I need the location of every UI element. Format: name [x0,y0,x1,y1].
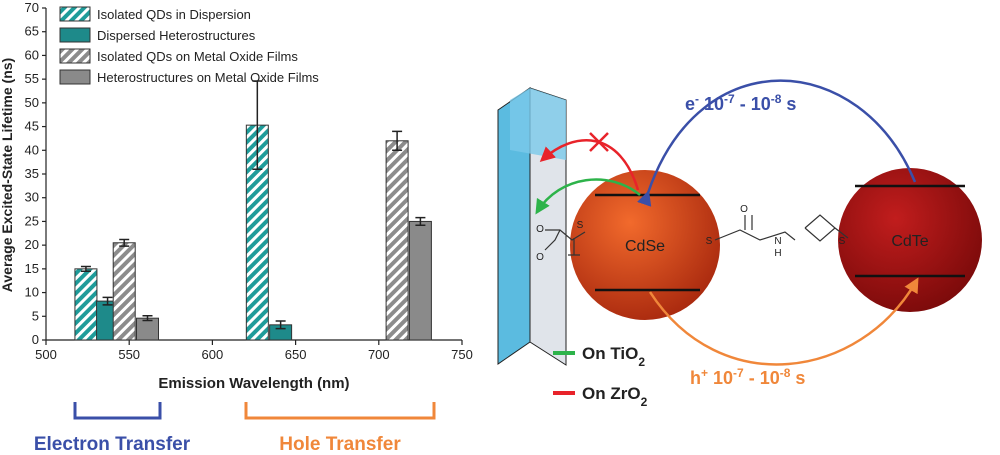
error-bar [119,238,130,247]
text-part: - 10 [735,94,771,114]
y-tick-label: 25 [25,213,39,228]
y-tick-label: 35 [25,166,39,181]
bracket [244,402,436,420]
legend-label: Isolated QDs on Metal Oxide Films [97,49,298,64]
y-axis-label: Average Excited-State Lifetime (ns) [0,58,15,292]
y-tick-label: 20 [25,237,39,252]
text-part: s [790,368,805,388]
bar [408,220,432,341]
text-part: -7 [724,92,735,106]
cdse-dot [570,170,720,320]
dot-label: CdSe [625,238,665,255]
film-top [510,88,566,160]
text-part: - 10 [744,368,780,388]
legend-swatch [59,27,91,43]
annotation: Hole Transfer [279,434,401,455]
bar [74,268,98,341]
y-tick-label: 10 [25,285,39,300]
text-part: 10 [699,94,724,114]
bar [385,140,409,341]
bar [136,317,160,341]
bar [112,242,136,341]
legend-label: Isolated QDs in Dispersion [97,7,251,22]
diagram [497,79,982,395]
y-tick-label: 50 [25,95,39,110]
y-tick-label: 5 [32,308,39,323]
text-part: h [690,368,701,388]
blocked [589,132,609,152]
text-part: + [701,366,708,380]
error-bar [252,80,263,171]
atom-label: N [774,236,781,247]
x-tick-label: 500 [35,347,57,362]
error-bar [80,265,91,272]
text-part: 2 [641,395,648,409]
hole-rate: h+ 10-7 - 10-8 s [690,366,805,388]
y-tick-label: 65 [25,24,39,39]
y-tick-label: 45 [25,119,39,134]
tio2-arrow [535,178,641,215]
y-tick-label: 55 [25,71,39,86]
legend-swatch [59,6,91,22]
atom-label: O [536,252,544,263]
electron-arrow [637,79,917,207]
text-part: 2 [638,355,645,369]
y-tick-label: 0 [32,332,39,347]
atom-label: O [536,224,544,235]
text-part: -8 [780,366,791,380]
legend-swatch [59,69,91,85]
atom-label: O [740,204,748,215]
error-bar [275,320,286,330]
x-tick-label: 550 [118,347,140,362]
x-tick-label: 600 [202,347,224,362]
text-part: -7 [733,366,744,380]
hole-arrow [648,277,919,366]
text-part: On TiO [582,344,638,363]
annotation: Electron Transfer [34,434,191,455]
error-bar [392,130,403,152]
error-bar [102,296,113,306]
atom-label: S [706,236,713,247]
atoms: S O O S O NH S [536,204,846,263]
text-part: s [781,94,796,114]
zro2-arrow [539,139,640,191]
text-part: e [685,94,695,114]
y-tick-label: 70 [25,0,39,15]
error-bar [415,216,426,226]
linker [544,214,849,256]
atom-label: H [774,248,781,259]
bar-chart: 0 5 10 15 20 25 30 35 40 45 50 55 60 65 70 500 550 600 650… [25,0,473,362]
legend-label: Heterostructures on Metal Oxide Films [97,70,319,85]
bracket [73,402,162,420]
electron-rate: e- 10-7 - 10-8 s [685,92,796,114]
legend-label: Dispersed Heterostructures [97,28,256,43]
x-tick-label: 750 [451,347,473,362]
text-part: -8 [771,92,782,106]
atom-label: S [577,220,584,231]
text-part: On ZrO [582,384,641,403]
legend-swatch [59,48,91,64]
x-tick-label: 650 [285,347,307,362]
x-axis-label: Emission Wavelength (nm) [158,375,349,392]
y-tick-label: 30 [25,190,39,205]
atom-label: S [839,236,846,247]
error-bar [142,315,153,322]
x-tick-label: 700 [368,347,390,362]
dot-label: CdTe [891,233,928,250]
legend-label: On ZrO2 [582,384,648,409]
y-tick-label: 60 [25,47,39,62]
text-part: 10 [708,368,733,388]
y-tick-label: 15 [25,261,39,276]
legend-label: On TiO2 [582,344,645,369]
text-part: - [695,92,699,106]
y-tick-label: 40 [25,142,39,157]
